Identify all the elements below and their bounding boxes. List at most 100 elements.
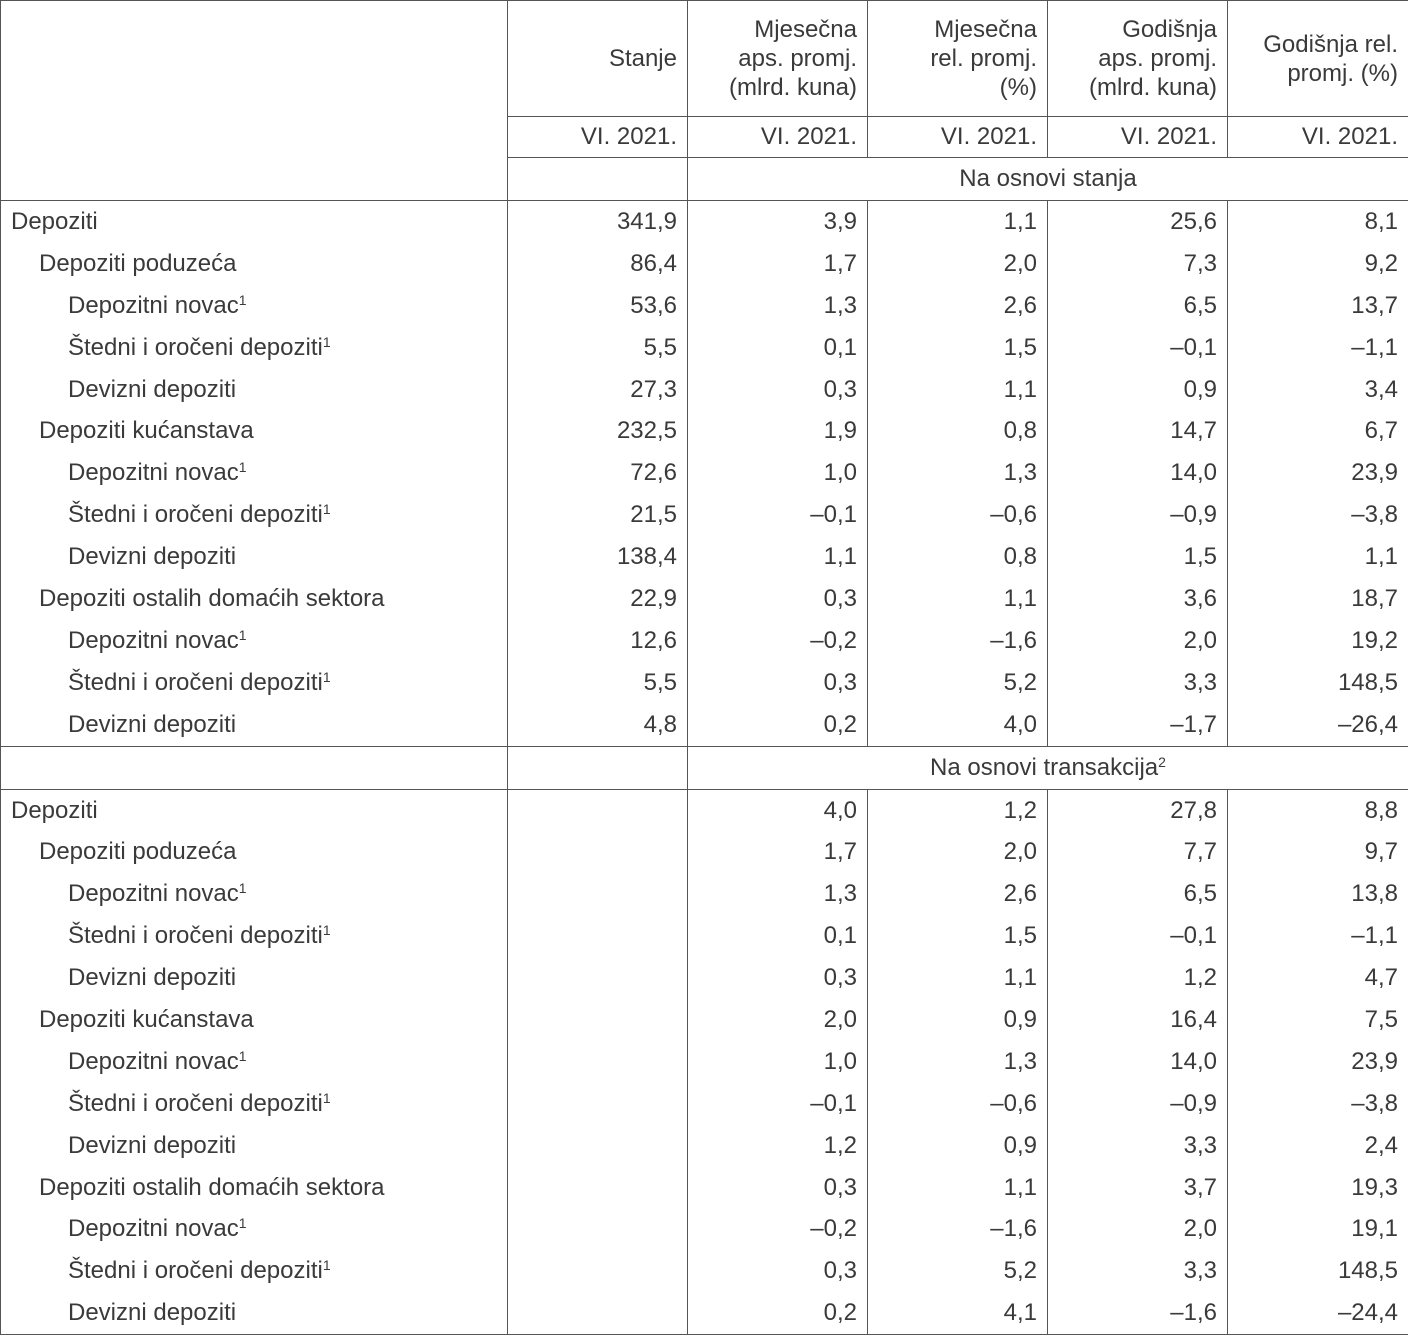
- table-row: Depozitni novac1 12,6 –0,2 –1,6 2,0 19,2: [0, 619, 1408, 662]
- period-header: VI. 2021.: [687, 116, 868, 158]
- period-header: VI. 2021.: [867, 116, 1048, 158]
- period-header: VI. 2021.: [1227, 116, 1408, 158]
- section-row: Na osnovi stanja: [1, 157, 1408, 201]
- value-cell: 1,2: [867, 788, 1048, 832]
- value-cell: 3,7: [1047, 1166, 1228, 1209]
- value-cell: –1,6: [1047, 1292, 1228, 1336]
- value-cell: 13,7: [1227, 284, 1408, 327]
- column-header: Godišnja aps. promj. (mlrd. kuna): [1047, 0, 1228, 117]
- value-cell: [507, 1250, 688, 1293]
- footnote-marker: 1: [322, 1089, 331, 1106]
- row-label: Devizni depoziti: [0, 1292, 508, 1336]
- value-cell: 3,3: [1047, 661, 1228, 704]
- value-cell: –0,9: [1047, 1082, 1228, 1125]
- value-cell: 53,6: [507, 284, 688, 327]
- table-row: Depoziti kućanstava 2,0 0,9 16,4 7,5: [0, 999, 1408, 1041]
- table-row: Štedni i oročeni depoziti1 –0,1 –0,6 –0,9 –3…: [0, 1082, 1408, 1125]
- period-header: VI. 2021.: [1047, 116, 1228, 158]
- row-label: Depoziti kućanstava: [0, 999, 508, 1041]
- row-label: Devizni depoziti: [0, 1124, 508, 1167]
- value-cell: 19,3: [1227, 1166, 1408, 1209]
- value-cell: 7,3: [1047, 242, 1228, 285]
- value-cell: 1,0: [687, 1040, 868, 1083]
- row-label-text: Štedni i oročeni depoziti: [68, 501, 323, 529]
- row-label: Depozitni novac1: [0, 619, 508, 662]
- table-row: Depozitni novac1 1,3 2,6 6,5 13,8: [0, 873, 1408, 916]
- value-cell: [507, 1124, 688, 1167]
- value-cell: 6,5: [1047, 284, 1228, 327]
- row-label-text: Devizni depoziti: [68, 710, 237, 738]
- table-row: Štedni i oročeni depoziti1 5,5 0,3 5,2 3,3 14…: [0, 661, 1408, 704]
- column-header-line: promj. (%): [1287, 59, 1398, 87]
- value-cell: –3,8: [1227, 494, 1408, 537]
- table-row: Depoziti poduzeća 1,7 2,0 7,7 9,7: [0, 831, 1408, 874]
- value-cell: 0,2: [687, 703, 868, 747]
- section-blank: [0, 745, 508, 790]
- value-cell: 2,6: [867, 873, 1048, 916]
- value-cell: 1,7: [687, 831, 868, 874]
- row-label: Devizni depoziti: [0, 703, 508, 747]
- value-cell: 25,6: [1047, 199, 1228, 243]
- footnote-marker: 1: [238, 1215, 247, 1232]
- value-cell: –0,1: [1047, 326, 1228, 369]
- table-row: Devizni depoziti 138,4 1,1 0,8 1,5 1,1: [0, 536, 1408, 579]
- value-cell: [507, 1208, 688, 1251]
- value-cell: 6,7: [1227, 410, 1408, 453]
- row-label-text: Depoziti kućanstava: [39, 1005, 254, 1033]
- value-cell: 7,5: [1227, 999, 1408, 1041]
- table-row: Depoziti ostalih domaćih sektora 0,3 1,1 3,…: [0, 1166, 1408, 1209]
- value-cell: 1,1: [867, 957, 1048, 1000]
- row-label: Štedni i oročeni depoziti1: [0, 661, 508, 704]
- table-row: Depoziti kućanstava 232,5 1,9 0,8 14,7 6,7: [0, 410, 1408, 453]
- row-label: Štedni i oročeni depoziti1: [0, 326, 508, 369]
- footnote-marker: 1: [238, 1047, 247, 1064]
- row-label: Depozitni novac1: [0, 1040, 508, 1083]
- value-cell: [507, 788, 688, 832]
- value-cell: 1,7: [687, 242, 868, 285]
- row-label-text: Štedni i oročeni depoziti: [68, 1257, 323, 1285]
- value-cell: 5,5: [507, 661, 688, 704]
- column-header: Stanje: [507, 0, 688, 117]
- value-cell: –1,7: [1047, 703, 1228, 747]
- footnote-marker: 2: [1158, 753, 1166, 770]
- row-label-text: Depozitni novac: [68, 626, 239, 654]
- value-cell: 2,0: [687, 999, 868, 1041]
- row-label: Devizni depoziti: [0, 368, 508, 411]
- table-row: Depozitni novac1 –0,2 –1,6 2,0 19,1: [0, 1208, 1408, 1251]
- value-cell: 13,8: [1227, 873, 1408, 916]
- value-cell: 1,3: [687, 873, 868, 916]
- value-cell: 1,3: [687, 284, 868, 327]
- value-cell: 5,2: [867, 1250, 1048, 1293]
- row-label: Depoziti ostalih domaćih sektora: [0, 578, 508, 620]
- row-label: Depoziti kućanstava: [0, 410, 508, 453]
- row-label-text: Depoziti kućanstava: [39, 417, 254, 445]
- value-cell: 2,0: [867, 831, 1048, 874]
- table-row: Depoziti 4,0 1,2 27,8 8,8: [0, 788, 1408, 832]
- value-cell: [507, 1166, 688, 1209]
- row-label: Depoziti ostalih domaćih sektora: [0, 1166, 508, 1209]
- value-cell: 12,6: [507, 619, 688, 662]
- section-title-text: Na osnovi transakcija: [930, 753, 1159, 781]
- value-cell: [507, 1082, 688, 1125]
- value-cell: –0,6: [867, 494, 1048, 537]
- value-cell: 1,5: [867, 326, 1048, 369]
- column-header-line: Stanje: [608, 45, 677, 72]
- table-row: Depoziti 341,9 3,9 1,1 25,6 8,1: [0, 199, 1408, 243]
- table-row: Štedni i oročeni depoziti1 21,5 –0,1 –0,6 –0…: [0, 494, 1408, 537]
- value-cell: –24,4: [1227, 1292, 1408, 1336]
- blank-cell: [507, 745, 688, 790]
- row-label: Devizni depoziti: [0, 957, 508, 1000]
- row-label-text: Devizni depoziti: [68, 543, 237, 571]
- row-label: Depozitni novac1: [0, 873, 508, 916]
- value-cell: 23,9: [1227, 452, 1408, 495]
- value-cell: –1,1: [1227, 915, 1408, 958]
- value-cell: –0,2: [687, 619, 868, 662]
- section-title: Na osnovi stanja: [687, 157, 1408, 201]
- value-cell: 1,0: [687, 452, 868, 495]
- value-cell: 0,9: [867, 1124, 1048, 1167]
- value-cell: –0,1: [687, 494, 868, 537]
- value-cell: 1,1: [687, 536, 868, 579]
- value-cell: –0,9: [1047, 494, 1228, 537]
- column-header-line: Mjesečna: [754, 16, 857, 43]
